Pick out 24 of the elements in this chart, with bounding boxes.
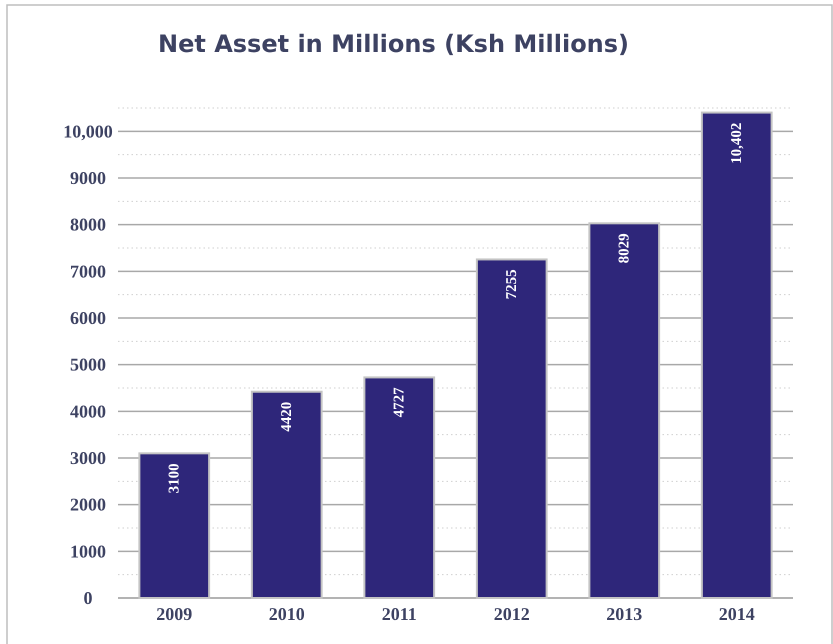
- x-tick-label: 2013: [606, 604, 642, 624]
- y-tick-label: 8000: [70, 214, 106, 235]
- data-label: 4727: [391, 386, 408, 418]
- y-tick-label: 2000: [70, 494, 106, 515]
- y-tick-label: 7000: [70, 261, 106, 282]
- y-tick-label: 5000: [70, 354, 106, 375]
- x-tick-label: 2009: [156, 604, 192, 624]
- y-tick-label: 9000: [70, 168, 106, 188]
- y-tick-label: 0: [84, 588, 92, 608]
- y-tick-label: 10,000: [63, 121, 113, 142]
- data-label: 8029: [616, 233, 632, 264]
- y-tick-label: 1000: [70, 541, 106, 562]
- x-tick-label: 2014: [718, 604, 755, 624]
- chart-title: Net Asset in Millions (Ksh Millions): [158, 30, 630, 58]
- data-label: 3100: [166, 463, 182, 494]
- y-tick-label: 6000: [70, 308, 106, 328]
- y-tick-label: 4000: [70, 401, 106, 422]
- x-tick-label: 2011: [382, 604, 417, 624]
- x-tick-label: 2012: [494, 604, 530, 624]
- data-label: 7255: [504, 269, 520, 300]
- data-label: 10,402: [728, 122, 745, 164]
- y-tick-label: 3000: [70, 448, 106, 468]
- x-tick-label: 2010: [268, 604, 305, 624]
- data-label: 4420: [278, 402, 295, 432]
